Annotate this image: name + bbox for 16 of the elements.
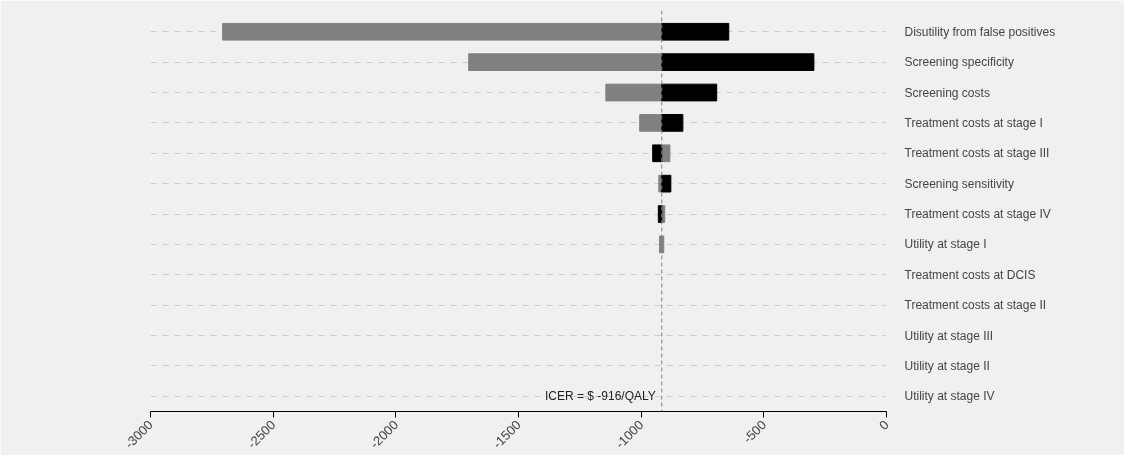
x-tick-label: 0 [876,417,892,433]
y-tick-label: Treatment costs at stage III [904,146,1050,161]
y-tick-label: Screening sensitivity [904,176,1014,191]
y-tick-label: Utility at stage II [904,358,990,373]
y-tick-label: Treatment costs at DCIS [904,267,1036,282]
y-tick-label: Utility at stage III [904,328,994,343]
y-tick-label: Disutility from false positives [904,24,1056,39]
y-tick-label: Screening costs [904,85,990,100]
y-tick-label: Treatment costs at stage II [904,298,1047,313]
y-tick-label: Utility at stage IV [904,389,995,404]
y-tick-label: Treatment costs at stage IV [904,207,1051,222]
ref-line-label: ICER = $ -916/QALY [544,389,656,404]
y-tick-label: Screening specificity [904,55,1014,70]
y-tick-label: Treatment costs at stage I [904,115,1043,130]
x-tick-label: -500 [740,417,770,447]
y-tick-label: Utility at stage I [904,237,987,252]
